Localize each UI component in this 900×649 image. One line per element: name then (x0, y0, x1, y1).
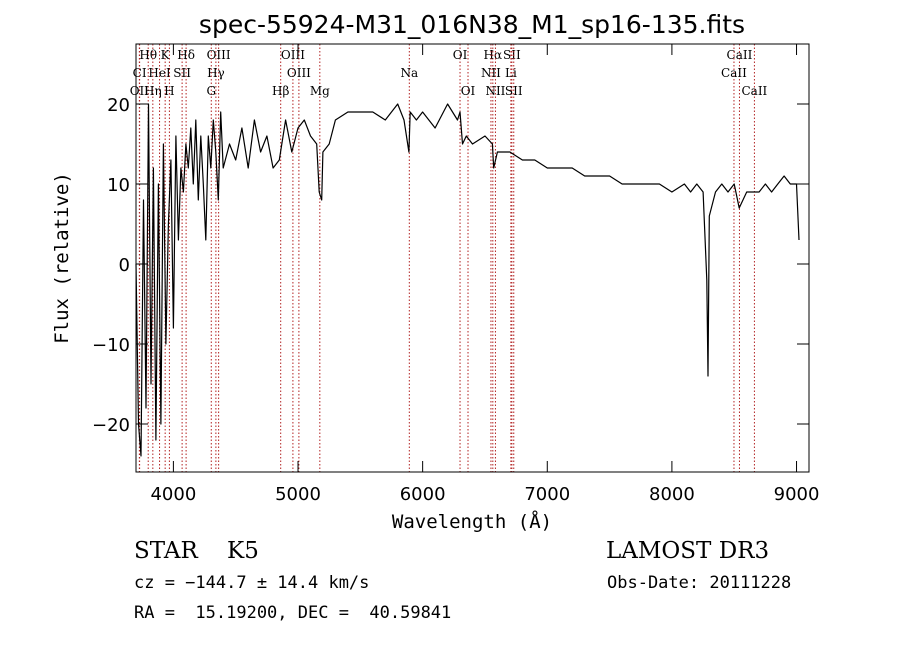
object-class: STAR K5 (134, 538, 259, 564)
y-tick-label--10: −10 (92, 335, 130, 356)
line-marker-label-0: Hθ (139, 48, 157, 62)
y-tick-label--20: −20 (92, 415, 130, 436)
line-marker-label-12: Hγ (207, 66, 225, 80)
y-axis-label: Flux (relative) (51, 172, 73, 344)
x-tick-label-8000: 8000 (649, 484, 695, 505)
survey-name: LAMOST DR3 (606, 538, 770, 564)
x-tick-label-6000: 6000 (400, 484, 446, 505)
x-tick-label-7000: 7000 (524, 484, 570, 505)
line-marker-label-6: Hα (484, 48, 503, 62)
line-marker-label-18: OII (130, 84, 150, 98)
y-tick-label-20: 20 (107, 95, 130, 116)
x-tick-label-9000: 9000 (774, 484, 820, 505)
line-marker-label-20: H (164, 84, 174, 98)
object-type: STAR (134, 538, 198, 564)
line-marker-label-13: OIII (287, 66, 311, 80)
line-marker-label-4: OIII (281, 48, 305, 62)
line-marker-label-16: Li (505, 66, 517, 80)
y-tick-label-10: 10 (107, 175, 130, 196)
line-marker-label-11: SII (173, 66, 191, 80)
line-marker-label-22: Hβ (272, 84, 289, 98)
line-marker-label-17: CaII (721, 66, 747, 80)
x-tick-label-5000: 5000 (275, 484, 321, 505)
line-marker-label-25: NII (485, 84, 505, 98)
line-marker-label-15: NII (481, 66, 501, 80)
line-marker-label-10: HeI (148, 66, 171, 80)
series-line-flux (135, 103, 800, 457)
chart-title: spec-55924-M31_016N38_M1_sp16-135.fits (199, 10, 745, 39)
x-tick-label-4000: 4000 (150, 484, 196, 505)
spectrum-group (135, 103, 800, 457)
line-marker-label-1: K (161, 48, 171, 62)
line-marker-label-7: SII (503, 48, 521, 62)
line-marker-label-24: OI (461, 84, 476, 98)
line-marker-label-3: OIII (207, 48, 231, 62)
line-marker-label-19: Hη (144, 84, 162, 98)
x-axis-label: Wavelength (Å) (392, 510, 552, 533)
object-subclass: K5 (227, 538, 259, 564)
axes-group: 4000 5000 6000 7000 8000 9000 −20 −10 0 10 20 (92, 44, 819, 505)
plot-frame (135, 43, 810, 473)
line-marker-label-2: Hδ (177, 48, 195, 62)
line-marker-label-8: CaII (727, 48, 753, 62)
y-tick-label-0: 0 (119, 255, 130, 276)
line-marker-label-26: SII (505, 84, 523, 98)
line-marker-label-5: OI (453, 48, 468, 62)
line-marker-label-14: Na (400, 66, 418, 80)
line-marker-label-23: Mg (310, 84, 330, 98)
redshift-velocity: cz = −144.7 ± 14.4 km/s (134, 573, 370, 593)
coordinates: RA = 15.19200, DEC = 40.59841 (134, 603, 452, 623)
line-marker-label-21: G (206, 84, 216, 98)
line-marker-label-27: CaII (741, 84, 767, 98)
observation-date: Obs-Date: 20111228 (607, 573, 792, 593)
